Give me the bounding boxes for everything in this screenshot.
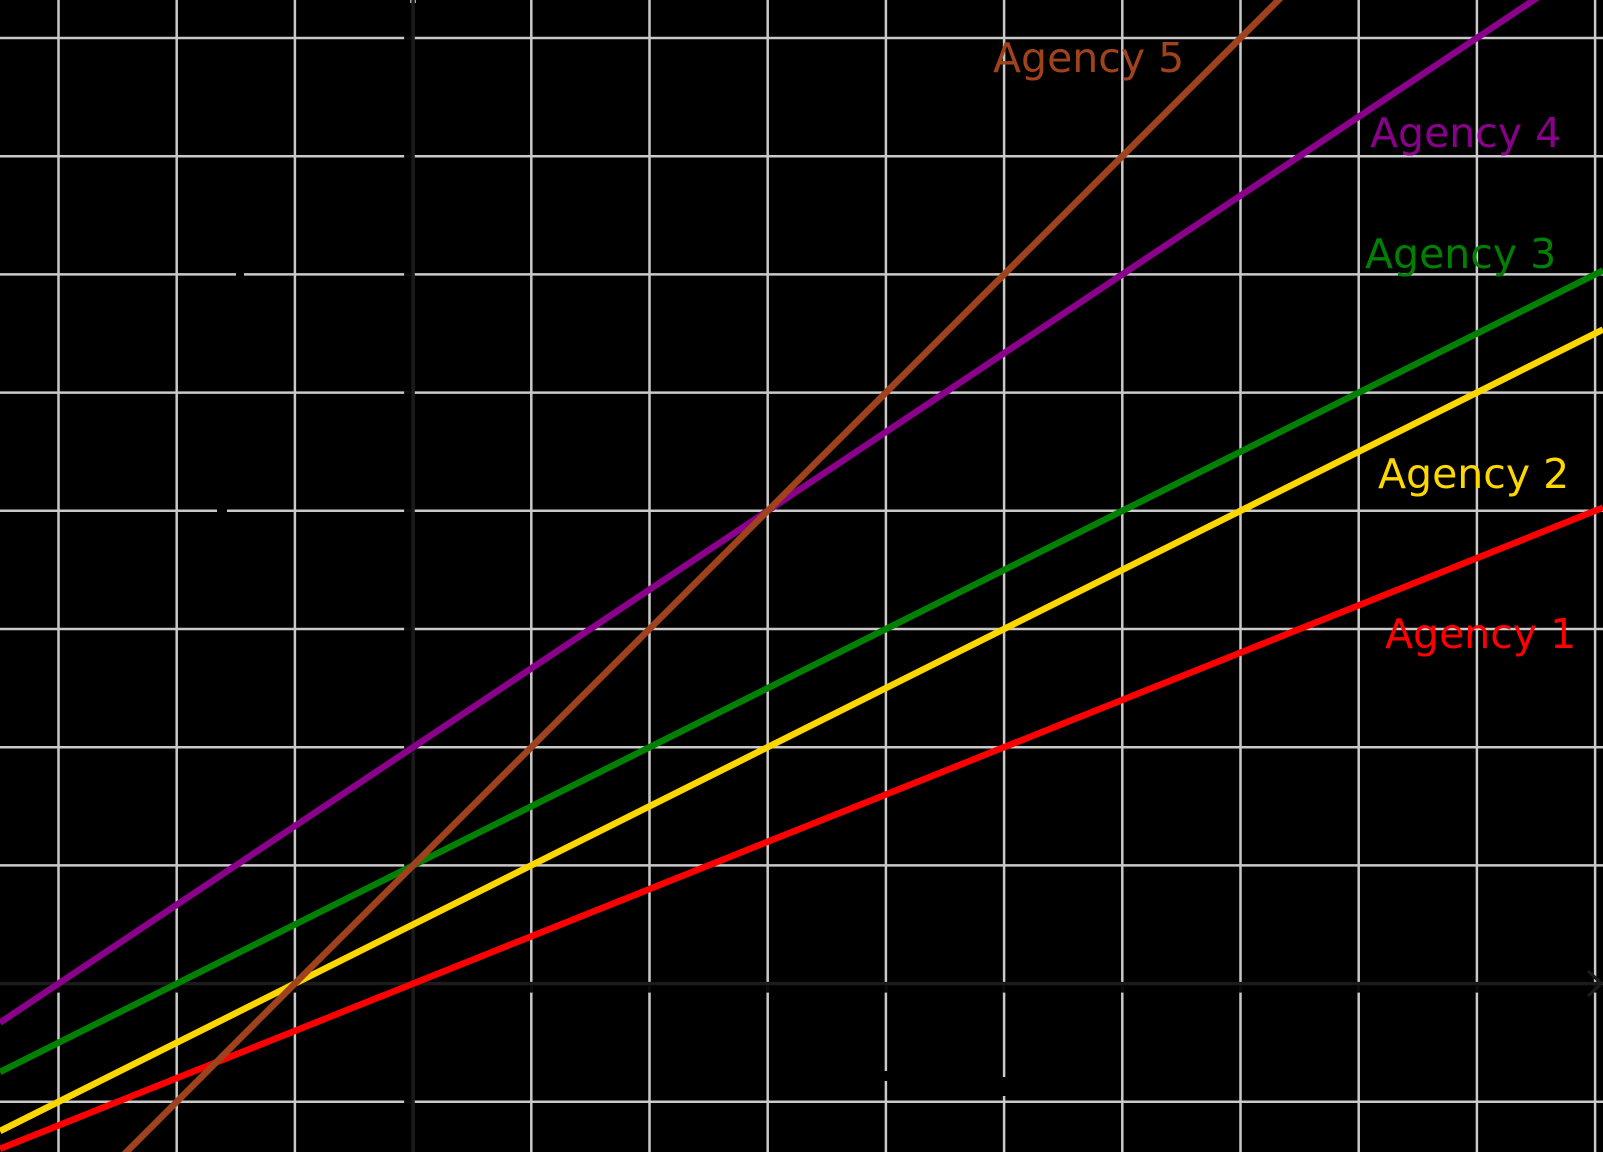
agency-4-label: Agency 4 bbox=[1370, 109, 1561, 157]
x-axis-arrowhead-icon bbox=[1586, 969, 1603, 998]
label-text-fragment bbox=[217, 506, 227, 513]
agency-3-line bbox=[0, 267, 1603, 1075]
label-text-fragment bbox=[1000, 1077, 1007, 1096]
series-label-layer: Agency 1 Agency 2 Agency 3 Agency 4 Agen… bbox=[993, 34, 1576, 658]
agency-2-label: Agency 2 bbox=[1378, 450, 1569, 498]
agency-5-label: Agency 5 bbox=[993, 34, 1184, 82]
agency-4-line bbox=[0, 0, 1540, 1026]
agency-1-label: Agency 1 bbox=[1385, 610, 1576, 658]
agency-2-line bbox=[0, 326, 1603, 1134]
label-text-fragment bbox=[236, 271, 244, 277]
text-fragment-layer bbox=[217, 0, 1007, 1096]
agency-3-label: Agency 3 bbox=[1365, 230, 1556, 278]
agency-1-line bbox=[0, 504, 1603, 1152]
label-text-fragment bbox=[882, 1071, 888, 1081]
